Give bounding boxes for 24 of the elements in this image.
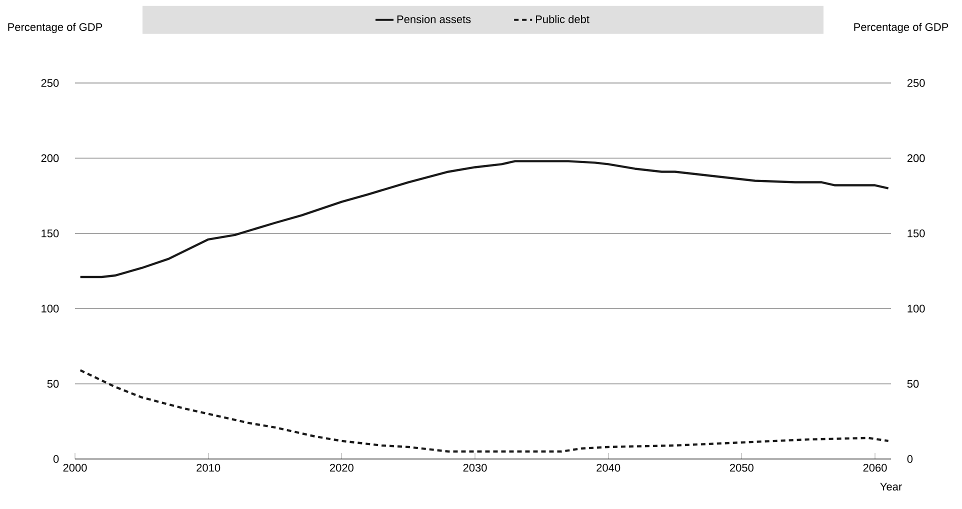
- y2-tick-label: 100: [908, 304, 925, 312]
- y2-tick-label: 0: [907, 455, 913, 463]
- y2-tick-label: 150: [908, 230, 925, 238]
- x-tick-label: 2050: [730, 464, 754, 472]
- y-tick-label: 250: [41, 79, 59, 87]
- y2-tick-label: 200: [907, 154, 925, 162]
- y2-tick-label: 250: [907, 79, 925, 87]
- x-tick-label: 2010: [196, 464, 220, 472]
- x-axis-title: Year: [880, 482, 902, 491]
- y-tick-label: 50: [47, 380, 59, 388]
- x-tick-label: 2040: [596, 464, 620, 472]
- y-axis-title: Percentage of GDP: [8, 22, 102, 34]
- legend-label: Pension assets: [397, 15, 471, 24]
- y-tick-label: 100: [42, 304, 59, 312]
- y-tick-label: 150: [42, 230, 59, 238]
- y-tick-label: 200: [41, 154, 59, 162]
- y2-tick-label: 50: [907, 380, 919, 388]
- x-tick-label: 2060: [863, 464, 887, 472]
- y-tick-label: 0: [53, 455, 59, 463]
- legend-label: Public debt: [536, 15, 590, 24]
- x-tick-label: 2020: [330, 464, 354, 472]
- y2-axis-title: Percentage of GDP: [854, 22, 948, 34]
- x-tick-label: 2030: [463, 464, 487, 472]
- x-tick-label: 2000: [63, 464, 87, 472]
